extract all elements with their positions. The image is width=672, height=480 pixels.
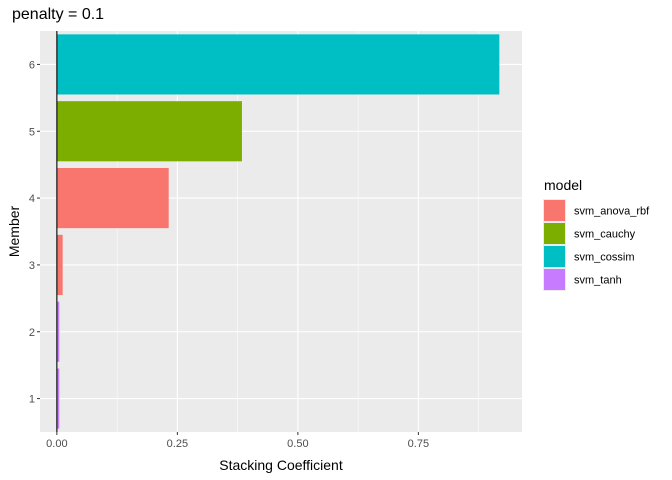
x-tick-label: 0.50 <box>287 438 308 450</box>
x-axis: 0.00 0.25 0.50 0.75 <box>46 432 429 450</box>
x-axis-title: Stacking Coefficient <box>219 457 343 473</box>
y-tick-label: 5 <box>29 126 35 138</box>
legend-key-svm_cossim <box>544 246 565 267</box>
bar-member-6 <box>56 34 500 95</box>
y-tick-label: 4 <box>29 193 35 205</box>
y-axis-title: Member <box>6 205 22 257</box>
y-tick-label: 2 <box>29 327 35 339</box>
legend-title: model <box>544 177 582 193</box>
y-tick-label: 6 <box>29 59 35 71</box>
bar-member-3 <box>56 234 63 295</box>
bar-member-4 <box>56 168 169 229</box>
y-tick-label: 1 <box>29 394 35 406</box>
legend-label: svm_cossim <box>574 252 635 264</box>
x-tick-label: 0.00 <box>46 438 67 450</box>
bar-member-5 <box>56 101 242 162</box>
bars <box>56 34 500 429</box>
bar-member-2 <box>56 301 60 362</box>
y-axis: 1 2 3 4 5 6 <box>29 59 40 406</box>
legend-key-svm_anova_rbf <box>544 200 565 221</box>
x-tick-label: 0.25 <box>167 438 188 450</box>
legend-key-svm_tanh <box>544 269 565 290</box>
x-tick-label: 0.75 <box>408 438 429 450</box>
legend: model svm_anova_rbf svm_cauchy svm_cossims… <box>543 177 650 291</box>
bar-member-1 <box>56 368 60 429</box>
chart-title: penalty = 0.1 <box>12 6 104 23</box>
legend-key-svm_cauchy <box>544 223 565 244</box>
legend-label: svm_cauchy <box>574 229 636 241</box>
plot-panel <box>40 31 522 432</box>
y-tick-label: 3 <box>29 260 35 272</box>
legend-label: svm_anova_rbf <box>574 206 650 218</box>
legend-label: svm_tanh <box>574 275 622 287</box>
